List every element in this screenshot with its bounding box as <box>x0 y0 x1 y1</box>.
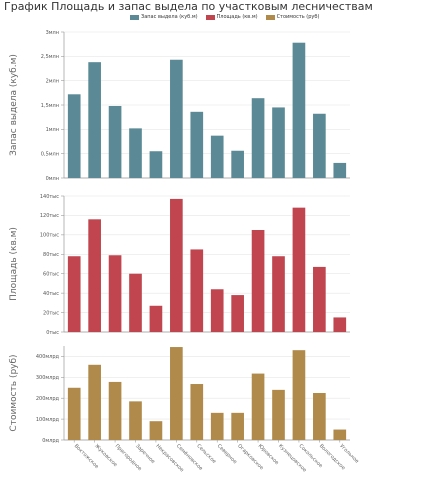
y-tick-label: 140тыс <box>40 194 59 200</box>
y-tick-label: 120тыс <box>40 213 59 219</box>
y-tick-label: 60тыс <box>43 272 59 278</box>
legend-swatch-stock <box>130 14 139 20</box>
y-axis-title: Площадь (кв.м) <box>9 227 19 301</box>
y-tick-label: 0млрд <box>42 438 59 444</box>
bar <box>292 207 306 332</box>
chart-title: График Площадь и запас выдела по участко… <box>4 0 373 13</box>
bar <box>272 389 285 440</box>
bar <box>313 266 326 332</box>
y-tick-label: 20тыс <box>43 310 59 316</box>
bar <box>88 62 101 178</box>
bar <box>170 347 183 440</box>
y-tick-label: 0млн <box>46 176 59 182</box>
x-tick-label: Северное <box>216 443 238 465</box>
bar <box>170 198 183 332</box>
bar <box>210 135 224 178</box>
y-tick-label: 80тыс <box>43 252 59 258</box>
legend-item-stock: Запас выдела (куб.м) <box>130 14 198 20</box>
bar <box>88 364 101 440</box>
y-tick-label: 100млрд <box>36 417 60 423</box>
bar <box>333 162 347 178</box>
bar <box>170 59 183 178</box>
legend-label-area: Площадь (кв.м) <box>216 14 258 20</box>
bar <box>149 151 163 178</box>
bar <box>190 384 204 440</box>
legend-swatch-cost <box>265 14 275 20</box>
bar <box>88 219 101 332</box>
bar <box>333 317 347 332</box>
bar <box>129 128 142 178</box>
bar <box>231 150 244 178</box>
bar <box>149 421 163 440</box>
legend-swatch-area <box>205 14 215 20</box>
bar <box>210 289 224 332</box>
y-tick-label: 0тыс <box>46 330 59 336</box>
y-tick-label: 3млн <box>46 30 59 36</box>
y-axis-title: Стоимость (руб) <box>9 354 19 431</box>
bar <box>210 412 224 440</box>
bar <box>313 113 326 178</box>
y-tick-label: 300млрд <box>36 375 60 381</box>
legend-label-cost: Стоимость (руб) <box>276 14 320 20</box>
bar <box>251 373 265 440</box>
y-tick-label: 40тыс <box>43 291 59 297</box>
y-tick-label: 200млрд <box>36 396 60 402</box>
bar <box>272 107 285 178</box>
bar <box>190 249 204 332</box>
y-tick-label: 100тыс <box>40 233 59 239</box>
bar <box>251 230 265 332</box>
bar <box>231 412 244 440</box>
y-tick-label: 1,5млн <box>41 103 59 109</box>
y-tick-label: 0,5млн <box>41 151 59 157</box>
chart-legend: Запас выдела (куб.м) Площадь (кв.м) Стои… <box>130 14 319 20</box>
bar <box>67 387 81 440</box>
bar <box>272 256 285 332</box>
bar <box>108 105 122 178</box>
y-tick-label: 1млн <box>46 127 59 133</box>
bar <box>292 42 306 178</box>
bar <box>231 295 244 332</box>
bar <box>190 111 204 178</box>
bar <box>313 393 326 440</box>
bar <box>108 381 122 440</box>
y-tick-label: 2млн <box>46 78 59 84</box>
legend-item-area: Площадь (кв.м) <box>205 14 258 20</box>
y-axis-title: Запас выдела (куб.м) <box>9 54 19 156</box>
bar <box>67 256 81 332</box>
bar <box>129 401 142 440</box>
y-tick-label: 2,5млн <box>41 54 59 60</box>
bar <box>251 98 265 178</box>
bar <box>108 255 122 332</box>
bar <box>129 273 142 332</box>
legend-item-cost: Стоимость (руб) <box>265 14 320 20</box>
bar <box>149 305 163 332</box>
bar <box>333 429 347 440</box>
legend-label-stock: Запас выдела (куб.м) <box>141 14 198 20</box>
y-tick-label: 400млрд <box>36 354 60 360</box>
bar <box>292 350 306 440</box>
bar <box>67 94 81 178</box>
